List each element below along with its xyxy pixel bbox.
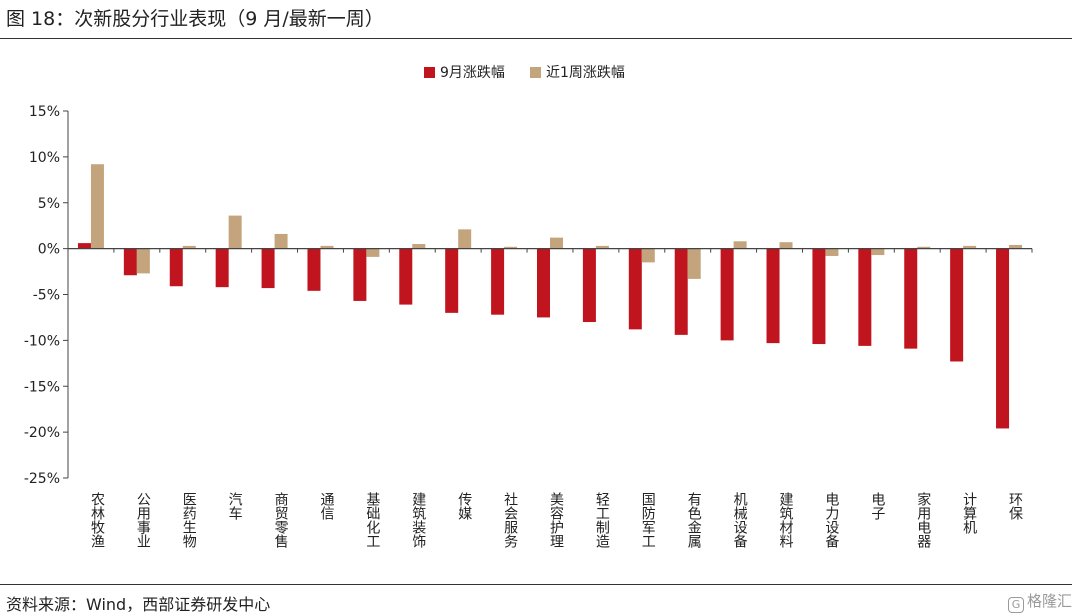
- bar-september-3: [215, 248, 229, 288]
- bar-september-8: [445, 248, 459, 313]
- x-tick-label: 环保: [1007, 492, 1023, 520]
- x-tick-label: 传媒: [456, 492, 472, 520]
- y-tick-label: -10%: [24, 333, 60, 349]
- bar-last-week-5: [320, 245, 334, 249]
- y-tick-label: 15%: [29, 104, 60, 120]
- bar-september-20: [996, 248, 1010, 429]
- watermark: G 格隆汇: [1007, 590, 1072, 613]
- y-tick-label: 5%: [38, 196, 60, 212]
- bar-september-15: [766, 248, 780, 344]
- bar-september-18: [904, 248, 918, 349]
- x-tick-label: 社会服务: [502, 492, 518, 548]
- bar-last-week-10: [550, 237, 563, 249]
- x-tick-label: 建筑装饰: [410, 492, 426, 548]
- bar-last-week-3: [228, 215, 242, 249]
- y-tick-label: -15%: [24, 379, 60, 395]
- source-note: 资料来源：Wind，西部证券研发中心: [6, 595, 271, 614]
- x-tick-label: 机械设备: [732, 492, 748, 548]
- bar-last-week-14: [733, 241, 747, 249]
- bar-september-11: [582, 248, 596, 323]
- y-axis: 15% 10% 5% 0% -5% -10% -15% -20% -25%: [24, 104, 69, 487]
- y-tick-label: -20%: [24, 425, 60, 441]
- bar-september-10: [537, 248, 550, 318]
- header-divider: [0, 38, 1072, 39]
- bar-last-week-6: [366, 248, 380, 257]
- y-tick-label: -5%: [33, 288, 60, 304]
- bar-last-week-7: [412, 244, 426, 249]
- watermark-logo-icon: G: [1007, 597, 1024, 613]
- bar-last-week-16: [825, 248, 839, 256]
- bar-september-4: [261, 248, 275, 289]
- x-tick-label: 国防军工: [640, 492, 656, 548]
- bar-last-week-1: [136, 248, 150, 274]
- page-title: 图 18：次新股分行业表现（9 月/最新一周）: [6, 8, 384, 30]
- bar-last-week-11: [595, 245, 609, 249]
- x-axis-labels: 农林牧渔 公用事业 医药生物 汽车 商贸零售 通信 基础化工 建筑装饰 传媒 社会服务 美容护理 轻工…: [89, 491, 1023, 549]
- x-tick-label: 汽车: [227, 492, 243, 520]
- bar-last-week-2: [182, 245, 196, 249]
- bar-september-7: [399, 248, 413, 305]
- bar-last-week-20: [1009, 244, 1023, 249]
- bar-september-1: [123, 248, 137, 276]
- y-tick-label: -25%: [24, 471, 60, 487]
- x-tick-label: 医药生物: [181, 492, 197, 549]
- bar-september-14: [720, 248, 734, 341]
- bar-last-week-9: [504, 246, 518, 249]
- x-tick-label: 建筑材料: [778, 492, 794, 548]
- bar-last-week-19: [963, 245, 977, 249]
- x-tick-label: 公用事业: [135, 492, 151, 548]
- bar-last-week-13: [687, 248, 701, 279]
- bar-september-12: [628, 248, 642, 330]
- x-tick-label: 美容护理: [548, 492, 564, 548]
- bar-september-2: [169, 248, 183, 287]
- bar-september-16: [812, 248, 826, 345]
- bar-september-5: [307, 248, 321, 291]
- x-tick-label: 基础化工: [364, 491, 380, 548]
- bar-september-0: [77, 243, 91, 249]
- bar-september-9: [491, 248, 505, 315]
- y-tick-label: 10%: [29, 150, 60, 166]
- bar-last-week-4: [274, 233, 288, 249]
- bar-last-week-18: [917, 246, 931, 249]
- x-tick-label: 计算机: [961, 492, 977, 535]
- x-tick-label: 家用电器: [915, 491, 931, 548]
- legend-swatch-series-1: [424, 67, 435, 78]
- x-tick-label: 电力设备: [823, 492, 839, 548]
- x-tick-label: 通信: [318, 492, 334, 520]
- x-tick-label: 商贸零售: [273, 492, 289, 548]
- bar-last-week-15: [779, 242, 793, 249]
- bar-september-13: [674, 248, 688, 335]
- y-tick-label: 0%: [38, 242, 60, 258]
- x-tick-label: 轻工制造: [594, 492, 610, 549]
- bar-last-week-12: [641, 248, 655, 263]
- bar-last-week-8: [458, 229, 472, 249]
- chart-legend: 9月涨跌幅 近1周涨跌幅: [424, 65, 625, 81]
- bar-chart: 9月涨跌幅 近1周涨跌幅 15% 10% 5% 0% -5% -10% -15% -20% -2…: [24, 65, 1033, 549]
- bars: [67, 164, 1033, 429]
- x-tick-label: 电子: [869, 492, 885, 520]
- bar-september-19: [950, 248, 964, 362]
- bar-last-week-0: [90, 164, 104, 249]
- x-tick-label: 有色金属: [686, 492, 702, 548]
- watermark-text: 格隆汇: [1026, 592, 1072, 610]
- bar-september-6: [353, 248, 367, 301]
- legend-label-series-2: 近1周涨跌幅: [546, 65, 625, 81]
- legend-swatch-series-2: [530, 67, 541, 78]
- bar-september-17: [858, 248, 872, 346]
- footer-divider: [0, 584, 1072, 585]
- x-tick-label: 农林牧渔: [89, 492, 105, 548]
- legend-label-series-1: 9月涨跌幅: [440, 65, 505, 81]
- bar-last-week-17: [871, 248, 885, 256]
